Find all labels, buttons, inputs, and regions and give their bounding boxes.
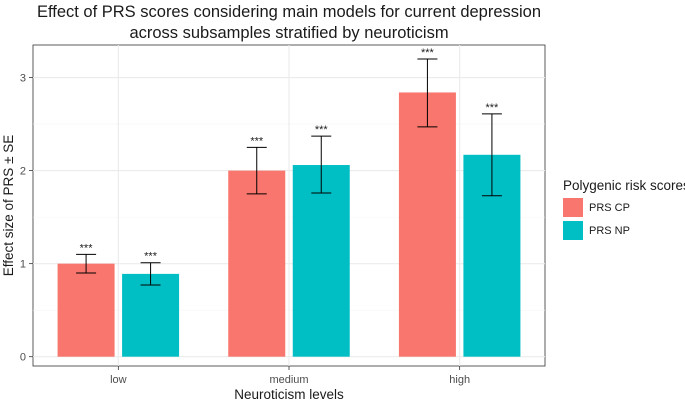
data-labels-layer: *** *** *** *** *** ***: [80, 47, 499, 263]
bar-prs-cp-high: [398, 92, 456, 357]
chart-title-line-1: Effect of PRS scores considering main mo…: [37, 3, 541, 21]
legend-key-prs-cp: [563, 198, 583, 217]
data-label-prs-np-medium: ***: [315, 124, 329, 136]
error-bars-layer: [76, 58, 502, 286]
chart-title-line-2: across subsamples stratified by neurotic…: [129, 24, 448, 42]
y-tick-label: 2: [20, 166, 26, 178]
x-tick-label-low: low: [110, 374, 127, 386]
data-label-prs-np-high: ***: [485, 102, 499, 114]
x-tick-label-medium: medium: [269, 374, 308, 386]
y-tick-label: 3: [20, 73, 26, 85]
data-label-prs-cp-low: ***: [80, 242, 94, 254]
legend-key-prs-np: [563, 221, 583, 240]
bar-prs-cp-low: [57, 263, 115, 357]
x-axis-title: Neuroticism levels: [234, 387, 344, 402]
legend-label-prs-cp: PRS CP: [589, 202, 630, 214]
data-label-prs-cp-high: ***: [421, 47, 435, 59]
y-tick-label: 0: [20, 352, 26, 364]
legend-label-prs-np: PRS NP: [589, 225, 630, 237]
legend: Polygenic risk scores PRS CP PRS NP: [563, 178, 685, 240]
bar-prs-np-medium: [292, 165, 350, 357]
y-axis-title: Effect size of PRS ± SE: [1, 135, 16, 276]
bar-prs-cp-medium: [228, 170, 286, 357]
x-tick-label-high: high: [449, 374, 470, 386]
y-tick-label: 1: [20, 259, 26, 271]
data-label-prs-cp-medium: ***: [250, 135, 264, 147]
x-axis: low medium high: [110, 366, 470, 386]
y-axis: 0 1 2 3: [20, 73, 33, 364]
major-gridlines: [33, 45, 545, 366]
legend-title: Polygenic risk scores: [563, 178, 685, 193]
bar-prs-np-low: [122, 273, 180, 357]
data-label-prs-np-low: ***: [144, 251, 158, 263]
